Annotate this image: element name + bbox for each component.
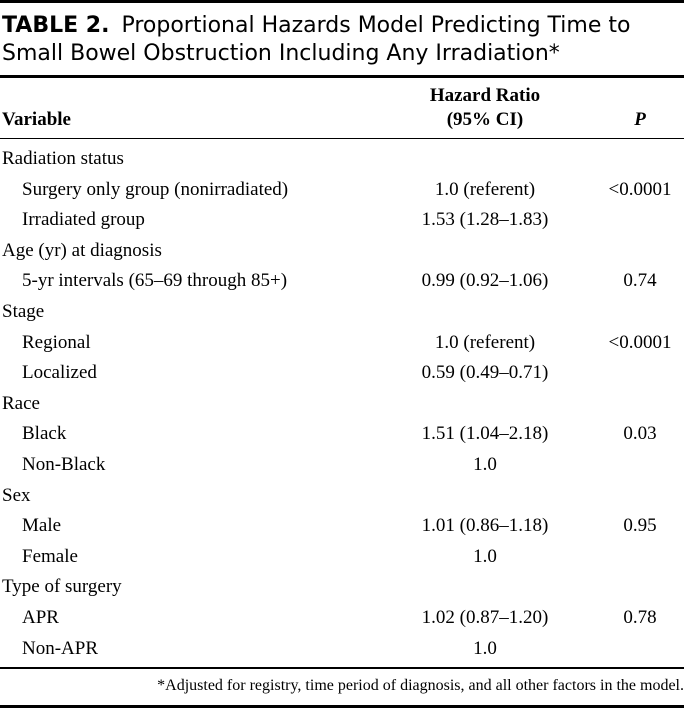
hazard-ratio-cell: 1.0 (referent) <box>434 178 536 200</box>
table-row: Surgery only group (nonirradiated) 1.0 (r… <box>0 175 684 205</box>
variable-cell: Localized <box>22 362 97 384</box>
table-bottom-rule <box>0 667 684 669</box>
group-label: Type of surgery <box>2 576 122 598</box>
table-row: Age (yr) at diagnosis <box>0 236 684 266</box>
header-rule <box>0 138 684 139</box>
group-label: Radiation status <box>2 148 124 169</box>
table-end-rule <box>0 705 684 708</box>
variable-cell: Non-Black <box>22 454 106 475</box>
hazard-ratio-cell: 1.51 (1.04–2.18) <box>421 423 549 445</box>
table-row: Black 1.51 (1.04–2.18) 0.03 <box>0 419 684 449</box>
group-label: Race <box>2 392 40 414</box>
table-title-line-1: TABLE 2. Proportional Hazards Model Predi… <box>2 13 630 39</box>
table-row: Non-Black 1.0 <box>0 450 684 480</box>
group-label: Stage <box>2 301 45 322</box>
hazard-ratio-cell: 0.99 (0.92–1.06) <box>421 270 549 292</box>
hazard-ratio-cell: 1.0 (referent) <box>434 331 536 353</box>
table-row: Regional 1.0 (referent) <0.0001 <box>0 328 684 358</box>
header-hazard-ratio: Hazard Ratio (95% CI) <box>400 84 570 132</box>
group-label: Age (yr) at diagnosis <box>2 239 162 261</box>
table-row: Type of surgery <box>0 572 684 602</box>
p-value-cell: 0.03 <box>623 423 657 445</box>
table-row: Localized 0.59 (0.49–0.71) <box>0 358 684 388</box>
table-label: TABLE 2. <box>2 13 110 38</box>
table-row: Female 1.0 <box>0 542 684 572</box>
table-row: Male 1.01 (0.86–1.18) 0.95 <box>0 511 684 541</box>
variable-cell: Non-APR <box>22 637 99 659</box>
table-row: Sex <box>0 481 684 511</box>
variable-cell: Black <box>22 423 67 445</box>
header-hazard-ratio-line-2: (95% CI) <box>446 109 524 130</box>
table-row: APR 1.02 (0.87–1.20) 0.78 <box>0 603 684 633</box>
variable-cell: APR <box>22 607 59 628</box>
variable-cell: Surgery only group (nonirradiated) <box>22 178 289 200</box>
p-value-cell: <0.0001 <box>608 331 672 353</box>
p-value-cell: 0.78 <box>623 607 657 628</box>
hazard-ratio-cell: 1.53 (1.28–1.83) <box>421 209 549 231</box>
table-row: Race <box>0 389 684 419</box>
table-row: Stage <box>0 297 684 327</box>
variable-cell: Regional <box>22 331 91 353</box>
hazard-ratio-cell: 1.01 (0.86–1.18) <box>421 515 549 537</box>
group-label: Sex <box>2 484 31 506</box>
variable-cell: Female <box>22 545 78 567</box>
table-title-text-1: Proportional Hazards Model Predicting Ti… <box>121 13 631 38</box>
header-p-value: P <box>634 109 646 130</box>
table-title-line-2: Small Bowel Obstruction Including Any Ir… <box>2 41 560 66</box>
p-value-cell: 0.95 <box>623 515 657 537</box>
hazard-ratio-cell: 1.02 (0.87–1.20) <box>421 607 549 628</box>
header-variable: Variable <box>2 109 71 130</box>
variable-cell: Irradiated group <box>22 209 145 231</box>
hazard-ratio-cell: 1.0 <box>473 454 497 475</box>
hazard-ratio-cell: 0.59 (0.49–0.71) <box>421 362 549 384</box>
hazard-ratio-cell: 1.0 <box>473 637 497 659</box>
hazard-ratio-cell: 1.0 <box>473 545 497 567</box>
table-row: Non-APR 1.0 <box>0 634 684 664</box>
p-value-cell: <0.0001 <box>608 178 672 200</box>
table-row: Irradiated group 1.53 (1.28–1.83) <box>0 205 684 235</box>
table-row: Radiation status <box>0 144 684 174</box>
variable-cell: 5-yr intervals (65–69 through 85+) <box>22 270 288 292</box>
table-footnote: *Adjusted for registry, time period of d… <box>157 677 684 694</box>
header-hazard-ratio-line-1: Hazard Ratio <box>429 85 541 106</box>
table-row: 5-yr intervals (65–69 through 85+) 0.99 (… <box>0 266 684 296</box>
table-title-block: TABLE 2. Proportional Hazards Model Predi… <box>0 0 684 78</box>
variable-cell: Male <box>22 515 62 537</box>
p-value-cell: 0.74 <box>623 270 657 292</box>
